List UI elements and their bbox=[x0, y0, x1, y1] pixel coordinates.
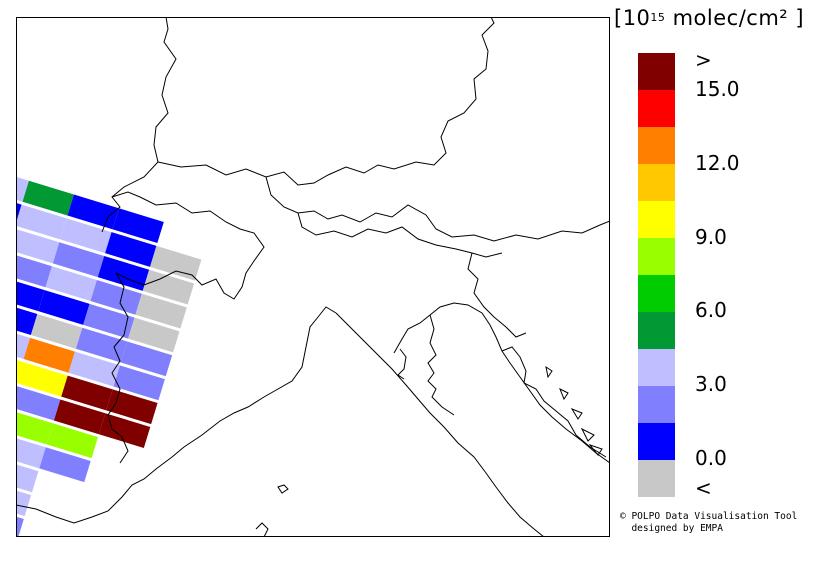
swath-pixel bbox=[16, 361, 68, 397]
swath-pixel bbox=[30, 314, 83, 349]
border-switzerland-italy bbox=[111, 191, 265, 300]
colorbar-swatch-0 bbox=[638, 53, 675, 90]
islands-croatia-2 bbox=[559, 387, 569, 401]
colorbar-label-12: 12.0 bbox=[695, 151, 740, 175]
swath-pixel bbox=[75, 327, 128, 363]
colorbar-swatch-8 bbox=[638, 349, 675, 386]
swath-pixel bbox=[38, 290, 90, 325]
map-canvas bbox=[16, 17, 610, 537]
swath-pixel bbox=[128, 317, 180, 353]
satellite-swath bbox=[16, 167, 202, 537]
colorbar-swatch-7 bbox=[638, 312, 675, 349]
islands-croatia-1 bbox=[545, 365, 553, 379]
swath-pixel bbox=[120, 341, 173, 377]
islands-croatia-5 bbox=[588, 443, 603, 456]
swath-pixel bbox=[22, 180, 74, 216]
colorbar-swatch-5 bbox=[638, 238, 675, 275]
unit-square: ² bbox=[779, 6, 789, 30]
islands-elba bbox=[277, 484, 289, 494]
colorbar-label-15: 15.0 bbox=[695, 77, 740, 101]
swath-pixel bbox=[60, 218, 112, 254]
border-france-italy bbox=[107, 272, 129, 464]
colorbar-label-6: 6.0 bbox=[695, 298, 727, 322]
swath-pixel bbox=[16, 228, 60, 264]
swath-pixel bbox=[16, 324, 31, 359]
colorbar-swatch-3 bbox=[638, 164, 675, 201]
colorbar-label-3: 3.0 bbox=[695, 372, 727, 396]
swath-pixel bbox=[150, 245, 202, 281]
swath-pixel bbox=[23, 337, 75, 373]
islands-corsica-tip bbox=[255, 522, 269, 537]
coast-ligurian bbox=[16, 306, 337, 524]
swath-pixel bbox=[16, 457, 39, 493]
swath-pixel bbox=[68, 351, 120, 387]
swath-pixel bbox=[53, 399, 106, 435]
coast-north-adriatic bbox=[427, 314, 455, 416]
swath-pixel bbox=[135, 293, 187, 329]
credit-line-1: © POLPO Data Visualisation Tool bbox=[620, 511, 798, 522]
legend-unit-label: [1015 molec/cm² ] bbox=[614, 6, 804, 30]
credit-line-2: designed by EMPA bbox=[620, 523, 723, 534]
swath-pixel bbox=[52, 242, 105, 278]
colorbar-swatch-2 bbox=[638, 127, 675, 164]
swath-pixel bbox=[39, 447, 91, 483]
swath-pixel bbox=[46, 423, 99, 459]
swath-pixel bbox=[16, 252, 52, 288]
coast-adriatic-italy bbox=[393, 302, 610, 464]
swath-pixel bbox=[45, 266, 97, 301]
unit-base: [10 bbox=[614, 6, 651, 30]
islands-croatia-4 bbox=[580, 427, 595, 442]
coastlines-and-borders bbox=[16, 17, 610, 537]
swath-pixel bbox=[16, 204, 67, 240]
credit-text: © POLPO Data Visualisation Tool designed… bbox=[620, 511, 797, 535]
border-slovenia bbox=[467, 252, 527, 338]
colorbar-label-9: 9.0 bbox=[695, 225, 727, 249]
colorbar-label-below: < bbox=[695, 476, 712, 500]
swath-pixel bbox=[98, 413, 151, 449]
swath-pixel bbox=[112, 208, 164, 244]
swath-pixel bbox=[83, 303, 135, 339]
coast-istria-croatia bbox=[501, 346, 607, 458]
swath-pixel bbox=[90, 279, 142, 315]
swath-pixel bbox=[16, 433, 46, 469]
colorbar-swatch-1 bbox=[638, 90, 675, 127]
colorbar-swatch-4 bbox=[638, 201, 675, 238]
swath-pixel bbox=[16, 276, 45, 312]
swath-pixel bbox=[61, 375, 113, 411]
swath-pixel bbox=[106, 389, 158, 425]
unit-exponent: 15 bbox=[650, 11, 666, 24]
unit-close: ] bbox=[788, 6, 805, 30]
swath-pixel bbox=[16, 409, 54, 445]
colorbar-swatch-11 bbox=[638, 460, 675, 497]
colorbar bbox=[638, 53, 675, 497]
swath-pixel bbox=[16, 385, 61, 421]
border-germany-switzerland bbox=[157, 17, 495, 186]
swath-pixel bbox=[105, 232, 157, 267]
colorbar-swatch-6 bbox=[638, 275, 675, 312]
coast-tyrrhenian bbox=[335, 312, 545, 537]
unit-text: molec/cm bbox=[665, 6, 780, 30]
map-panel bbox=[16, 17, 610, 537]
swath-pixel bbox=[113, 365, 165, 401]
border-austria-italy bbox=[297, 212, 503, 258]
swath-pixel bbox=[67, 194, 119, 230]
swath-pixel bbox=[142, 269, 195, 305]
colorbar-swatch-10 bbox=[638, 423, 675, 460]
swath-pixel bbox=[16, 481, 32, 517]
coast-venice-lagoon bbox=[397, 348, 407, 380]
colorbar-label-0: 0.0 bbox=[695, 446, 727, 470]
colorbar-swatch-9 bbox=[638, 386, 675, 423]
colorbar-label-above: > bbox=[695, 48, 712, 72]
border-france-germany bbox=[101, 17, 177, 233]
swath-pixel bbox=[16, 300, 38, 336]
border-austria bbox=[265, 176, 610, 242]
islands-croatia-3 bbox=[570, 407, 583, 420]
